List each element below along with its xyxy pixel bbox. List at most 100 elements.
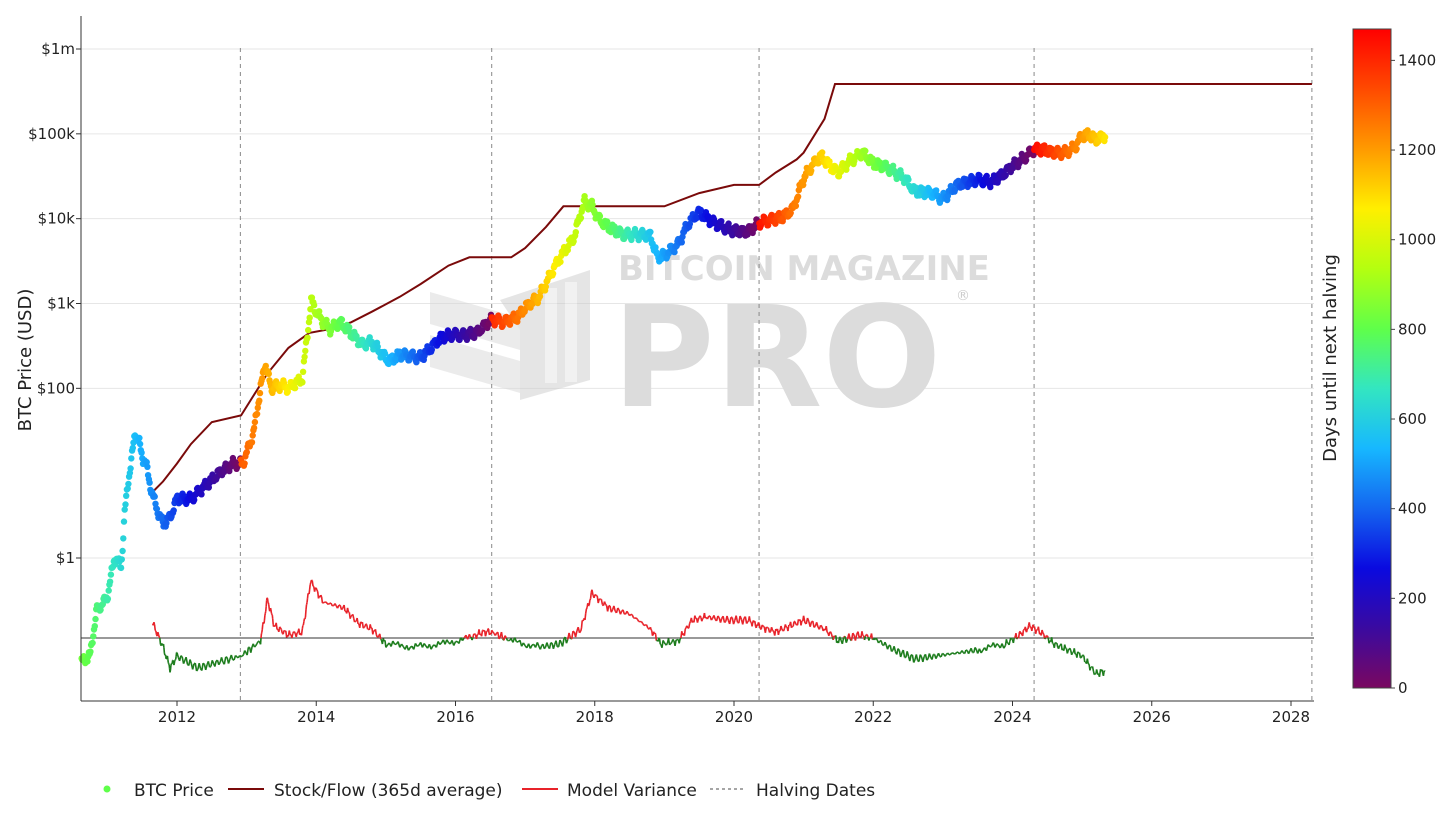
colorbar-tick-label: 1200 [1398,141,1436,159]
model-variance-segment [826,626,827,632]
btc-price-point [305,327,311,333]
model-variance-segment [583,620,584,621]
model-variance-segment [810,622,811,627]
btc-price-point [121,518,127,524]
model-variance-segment [637,619,638,621]
model-variance-segment [894,646,895,651]
model-variance-segment [344,605,345,611]
model-variance-segment [659,638,660,639]
model-variance-segment [247,647,248,655]
btc-price-point [311,302,317,308]
btc-price-point [256,398,262,404]
model-variance-segment [417,645,419,646]
colorbar-tick-label: 1000 [1398,231,1436,249]
model-variance-segment [331,603,332,606]
model-variance-segment [305,617,306,619]
x-tick-label: 2028 [1272,708,1310,726]
model-variance-segment [813,621,814,627]
model-variance-segment [724,622,725,623]
legend-label: Model Variance [567,781,697,801]
model-variance-segment [707,616,708,619]
legend-label: Stock/Flow (365d average) [274,781,503,801]
model-variance-segment [321,595,322,597]
btc-price-point [292,385,298,391]
model-variance-segment [632,615,633,618]
model-variance-segment [971,648,972,652]
model-variance-segment [540,646,541,650]
model-variance-segment [1030,626,1031,627]
btc-price-point [249,439,255,445]
btc-price-point [107,579,113,585]
model-variance-segment [469,634,470,636]
model-variance-segment [1070,648,1071,650]
model-variance-segment [276,623,277,630]
model-variance-segment [303,622,304,625]
model-variance-segment [623,610,624,614]
model-variance-segment [643,623,644,625]
model-variance-segment [778,631,779,635]
model-variance-segment [215,661,216,667]
model-variance-segment [586,608,587,609]
model-variance-segment [482,630,483,636]
model-variance-segment [762,625,763,626]
model-variance-segment [505,636,506,639]
y-tick-label: $100k [28,125,75,143]
model-variance-segment [1036,630,1037,634]
btc-price-point [119,556,125,562]
btc-price-point [793,203,799,209]
model-variance-segment [608,606,609,612]
model-variance-segment [718,616,719,618]
btc-price-point [89,640,95,646]
model-variance-segment [1102,670,1103,674]
btc-price-point [557,259,563,265]
model-variance-segment [721,618,722,622]
model-variance-segment [796,624,797,625]
y-tick-label: $10k [38,210,76,228]
model-variance-segment [355,621,356,622]
model-variance-segment [853,633,854,635]
model-variance-segment [585,613,586,620]
model-variance-segment [1012,639,1013,640]
model-variance-segment [592,590,593,595]
btc-price-point [87,649,93,655]
x-tick-label: 2014 [297,708,335,726]
model-variance-segment [326,602,327,604]
model-variance-segment [950,653,951,655]
model-variance-segment [181,656,182,657]
model-variance-segment [1019,632,1020,638]
model-variance-segment [684,629,685,636]
model-variance-segment [1006,639,1007,642]
model-variance-segment [1011,638,1012,639]
model-variance-segment [197,669,198,671]
model-variance-segment [1013,638,1014,643]
model-variance-segment [530,645,532,649]
model-variance-segment [310,583,311,585]
model-variance-segment [301,629,302,635]
model-variance-segment [1024,629,1025,630]
btc-price-point [597,213,603,219]
model-variance-segment [499,637,500,639]
watermark-mark: ® [956,288,970,304]
model-variance-segment [193,664,194,670]
model-variance-segment [222,657,223,662]
model-variance-segment [801,621,802,625]
model-variance-segment [679,639,680,643]
model-variance-segment [1088,664,1089,665]
model-variance-segment [666,643,667,645]
btc-price-point [127,465,133,471]
model-variance-segment [322,597,323,603]
model-variance-segment [289,630,290,634]
model-variance-segment [636,618,637,619]
model-variance-segment [492,630,493,632]
model-variance-segment [158,632,159,634]
model-variance-segment [788,625,789,631]
btc-price-point [92,616,98,622]
model-variance-segment [855,635,856,641]
model-variance-segment [772,627,773,630]
btc-price-point [573,229,579,235]
model-variance-segment [208,661,209,667]
model-variance-segment [1028,625,1029,629]
btc-price-point [90,633,96,639]
model-variance-segment [1052,637,1053,643]
